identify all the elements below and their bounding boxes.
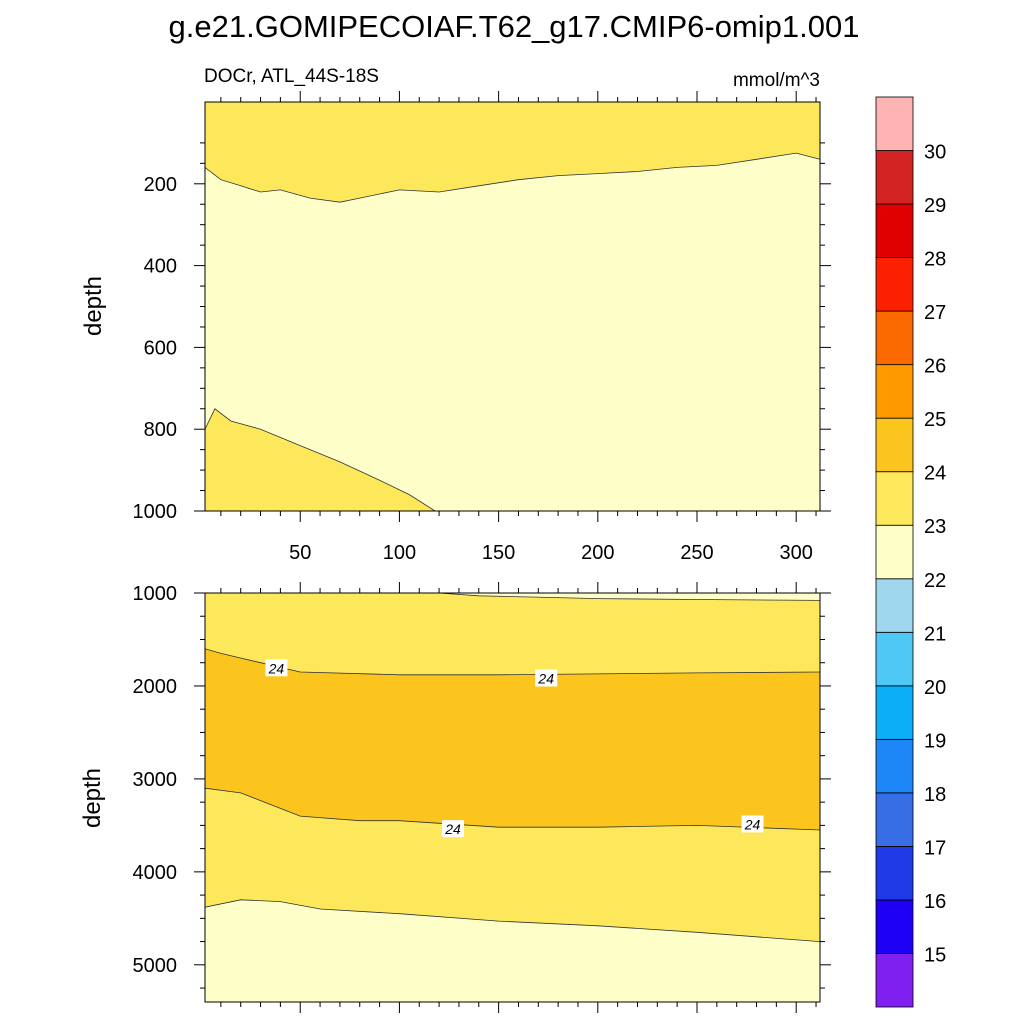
y-tick-label: 1000 xyxy=(133,583,178,605)
colorbar-segment xyxy=(875,738,914,794)
contour-line xyxy=(204,648,821,676)
colorbar-label: 22 xyxy=(924,570,946,592)
colorbar-label: 15 xyxy=(924,945,946,967)
x-tick-label: 50 xyxy=(289,542,311,564)
colorbar-segment xyxy=(875,257,914,312)
colorbar-label: 28 xyxy=(924,249,946,271)
contour-label-box xyxy=(535,669,558,687)
x-tick-label: 250 xyxy=(680,542,713,564)
colorbar-segment xyxy=(875,364,914,419)
colorbar-segment xyxy=(875,417,914,473)
colorbar-label: 30 xyxy=(924,142,946,164)
colorbar-segment xyxy=(875,846,914,901)
contour-label-box xyxy=(441,820,464,838)
lower-depth-panel: 24 24 24 24 1000 2000 3000 4000 5000 xyxy=(133,582,831,1013)
colorbar-label: 17 xyxy=(924,837,946,859)
colorbar-label: 20 xyxy=(924,677,946,699)
chart-title: g.e21.GOMIPECOIAF.T62_g17.CMIP6-omip1.00… xyxy=(169,9,860,44)
contour-line xyxy=(204,408,436,512)
y-tick-label: 5000 xyxy=(133,955,178,977)
colorbar-segment xyxy=(875,150,914,205)
contour-label-box xyxy=(741,815,764,833)
colorbar-label: 21 xyxy=(924,623,946,645)
colorbar-segment xyxy=(875,471,914,526)
contour-line xyxy=(204,152,821,203)
upper-depth-panel: 50 100 150 200 250 300 200 400 600 800 1000 xyxy=(133,91,831,564)
contour-line xyxy=(204,787,821,831)
contour-label: 24 xyxy=(744,816,761,832)
colorbar-label: 26 xyxy=(924,356,946,378)
y-tick-label: 200 xyxy=(144,174,177,196)
x-tick-label: 200 xyxy=(581,542,614,564)
colorbar-segment xyxy=(875,578,914,633)
colorbar-label: 19 xyxy=(924,730,946,752)
colorbar-label: 27 xyxy=(924,302,946,324)
colorbar-segment xyxy=(875,524,914,580)
colorbar-segment xyxy=(875,953,914,1008)
contour-label-box xyxy=(265,659,288,677)
colorbar-label: 29 xyxy=(924,195,946,217)
region-surface-layer xyxy=(205,102,820,203)
y-tick-label: 4000 xyxy=(133,862,178,884)
x-tick-label: 300 xyxy=(780,542,813,564)
colorbar-label: 24 xyxy=(924,463,946,485)
colorbar-segment xyxy=(875,96,914,151)
plot-frame xyxy=(204,592,821,1003)
x-tick-label: 150 xyxy=(482,542,515,564)
colorbar-segment xyxy=(875,899,914,954)
colorbar-label: 25 xyxy=(924,409,946,431)
y-tick-label: 1000 xyxy=(133,501,178,523)
region-top-patch xyxy=(439,593,820,601)
variable-region-label: DOCr, ATL_44S-18S xyxy=(204,66,379,87)
lower-y-axis-label: depth xyxy=(79,768,106,828)
colorbar-segment xyxy=(875,792,914,847)
colorbar-segment xyxy=(875,631,914,687)
region-deep-western-wedge xyxy=(205,408,436,511)
colorbar-segment xyxy=(875,685,914,740)
upper-y-axis-label: depth xyxy=(80,276,107,336)
colorbar-label: 18 xyxy=(924,784,946,806)
contour-line xyxy=(439,592,821,601)
colorbar: 15 16 17 18 19 20 21 22 23 24 25 26 27 28 29 30 xyxy=(875,96,946,1008)
y-tick-label: 2000 xyxy=(133,676,178,698)
y-tick-label: 800 xyxy=(144,419,177,441)
units-label: mmol/m^3 xyxy=(733,70,820,91)
y-tick-label: 600 xyxy=(144,337,177,359)
contour-label: 24 xyxy=(268,660,285,676)
colorbar-label: 16 xyxy=(924,891,946,913)
colorbar-segment xyxy=(875,203,914,258)
y-tick-label: 400 xyxy=(144,256,177,278)
colorbar-segment xyxy=(875,310,914,366)
contour-label: 24 xyxy=(537,671,554,687)
x-tick-label: 100 xyxy=(383,542,416,564)
colorbar-label: 23 xyxy=(924,516,946,538)
contour-line xyxy=(204,899,821,942)
contour-label: 24 xyxy=(444,821,461,837)
region-core xyxy=(205,648,820,830)
y-tick-label: 3000 xyxy=(133,769,178,791)
